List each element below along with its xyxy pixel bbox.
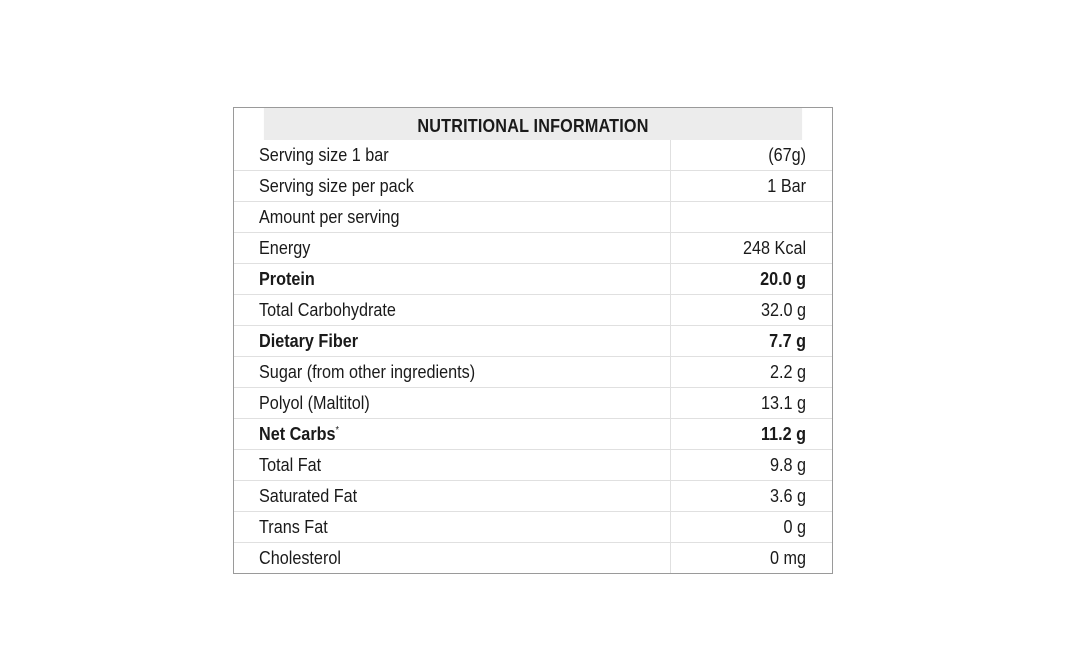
table-row: Trans Fat 0 g	[234, 511, 832, 543]
table-row: Serving size per pack 1 Bar	[234, 170, 832, 202]
table-row: Cholesterol 0 mg	[234, 542, 832, 573]
nutrient-label: Serving size per pack	[234, 170, 671, 202]
nutrient-value: 13.1 g	[670, 387, 832, 419]
nutrient-value: 32.0 g	[670, 294, 832, 326]
nutrient-value: 1 Bar	[670, 170, 832, 202]
table-row: Serving size 1 bar (67g)	[234, 140, 832, 171]
nutrient-label: Polyol (Maltitol)	[234, 387, 671, 419]
nutrient-label: Net Carbs*	[234, 418, 671, 450]
panel-title: NUTRITIONAL INFORMATION	[263, 108, 803, 140]
nutrient-value: 2.2 g	[670, 356, 832, 388]
nutrient-label: Protein	[234, 263, 671, 295]
table-row: Saturated Fat 3.6 g	[234, 480, 832, 512]
nutrient-value: 248 Kcal	[670, 232, 832, 264]
table-row: Energy 248 Kcal	[234, 232, 832, 264]
nutrient-value: 3.6 g	[670, 480, 832, 512]
table-row: Net Carbs* 11.2 g	[234, 418, 832, 450]
nutrient-label: Amount per serving	[234, 201, 671, 233]
table-row: Total Fat 9.8 g	[234, 449, 832, 481]
nutrient-value: 11.2 g	[670, 418, 832, 450]
nutrient-label: Total Fat	[234, 449, 671, 481]
nutrient-label: Cholesterol	[234, 542, 671, 573]
nutrient-label: Saturated Fat	[234, 480, 671, 512]
nutrient-label: Trans Fat	[234, 511, 671, 543]
nutrient-value: 20.0 g	[670, 263, 832, 295]
table-row: Protein 20.0 g	[234, 263, 832, 295]
footnote-mark: *	[335, 424, 340, 436]
nutrient-value: (67g)	[768, 144, 806, 165]
table-row: Total Carbohydrate 32.0 g	[234, 294, 832, 326]
nutrient-value: 7.7 g	[670, 325, 832, 357]
nutrient-value: 0 g	[670, 511, 832, 543]
nutrient-label: Serving size 1 bar	[234, 140, 671, 171]
nutrient-label: Energy	[234, 232, 671, 264]
nutrient-label: Total Carbohydrate	[234, 294, 671, 326]
nutrient-value: 0 mg	[670, 542, 832, 573]
nutrition-facts-panel: NUTRITIONAL INFORMATION Serving size 1 b…	[233, 107, 833, 574]
table-row: Amount per serving	[234, 201, 832, 233]
nutrient-value: 9.8 g	[670, 449, 832, 481]
nutrient-label: Sugar (from other ingredients)	[234, 356, 671, 388]
nutrition-table: Serving size 1 bar (67g) Serving size pe…	[234, 140, 832, 573]
table-row: Polyol (Maltitol) 13.1 g	[234, 387, 832, 419]
nutrient-label: Dietary Fiber	[234, 325, 671, 357]
table-row: Dietary Fiber 7.7 g	[234, 325, 832, 357]
table-row: Sugar (from other ingredients) 2.2 g	[234, 356, 832, 388]
net-carbs-label: Net Carbs	[259, 423, 336, 444]
nutrient-value	[670, 201, 832, 233]
